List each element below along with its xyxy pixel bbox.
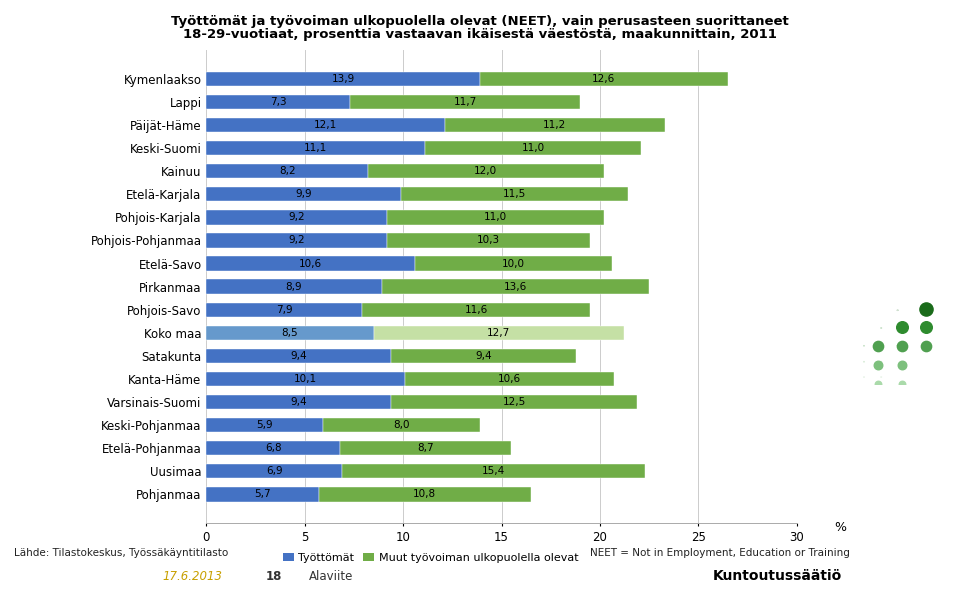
Point [871,361,886,370]
Text: 11,0: 11,0 [521,143,544,153]
Bar [323,418,480,432]
Text: NEET = Not in Employment, Education or Training: NEET = Not in Employment, Education or T… [590,548,851,558]
Bar [392,349,576,363]
Bar [206,418,323,432]
Bar [206,441,340,456]
Text: Työttömät ja työvoiman ulkopuolella olevat (NEET), vain perusasteen suorittaneet: Työttömät ja työvoiman ulkopuolella olev… [171,15,789,28]
Text: 10,6: 10,6 [498,374,521,384]
Text: Kuntoutussäätiö: Kuntoutussäätiö [713,569,842,583]
Text: 12,6: 12,6 [592,74,615,84]
Bar [206,280,381,294]
Text: %: % [834,521,846,534]
Point [871,342,886,351]
Point [919,342,934,351]
Text: 6,8: 6,8 [265,443,281,453]
Bar [392,395,637,409]
Bar [206,464,342,479]
Bar [206,256,415,271]
Point [895,361,910,370]
Text: 9,4: 9,4 [291,397,307,407]
Bar [319,487,531,502]
Text: 12,5: 12,5 [503,397,526,407]
Text: 11,2: 11,2 [543,120,566,130]
Bar [405,372,613,386]
Text: 11,7: 11,7 [453,97,477,107]
Text: 8,9: 8,9 [286,282,302,291]
Text: 12,1: 12,1 [314,120,337,130]
Bar [340,441,512,456]
Text: 8,5: 8,5 [281,328,299,338]
Text: 9,4: 9,4 [475,351,492,361]
Text: Alaviite: Alaviite [309,570,353,583]
Text: 9,2: 9,2 [289,235,305,245]
Point [895,342,910,351]
Point [919,323,934,332]
Text: 8,0: 8,0 [393,420,410,430]
Bar [206,326,373,340]
Text: 10,6: 10,6 [300,258,323,268]
Point [895,379,910,389]
Text: 11,6: 11,6 [465,305,488,315]
Bar [206,187,401,202]
Text: 9,2: 9,2 [289,212,305,222]
Bar [206,118,444,132]
Text: 12,0: 12,0 [474,166,497,176]
Legend: Työttömät, Muut työvoiman ulkopuolella olevat: Työttömät, Muut työvoiman ulkopuolella o… [278,548,583,567]
Bar [206,164,368,178]
Bar [206,303,362,317]
Bar [342,464,645,479]
Text: 7,9: 7,9 [276,305,293,315]
Bar [368,164,604,178]
Text: 10,8: 10,8 [414,489,437,499]
Bar [206,395,392,409]
Text: 10,3: 10,3 [477,235,500,245]
Bar [425,141,641,155]
Text: 15,4: 15,4 [482,466,505,476]
Text: 13,9: 13,9 [331,74,355,84]
Point [895,323,910,332]
Text: 8,2: 8,2 [278,166,296,176]
Bar [206,95,350,109]
Bar [388,233,590,248]
Text: 12,7: 12,7 [487,328,511,338]
Bar [350,95,580,109]
Text: 8,7: 8,7 [418,443,434,453]
Text: 11,1: 11,1 [304,143,327,153]
Text: 13,6: 13,6 [504,282,527,291]
Text: Lähde: Tilastokeskus, Työssäkäyntitilasto: Lähde: Tilastokeskus, Työssäkäyntitilast… [14,548,228,558]
Text: 10,0: 10,0 [502,258,525,268]
Bar [401,187,628,202]
Bar [373,326,624,340]
Bar [206,349,392,363]
Text: 9,9: 9,9 [296,189,312,199]
Text: 5,7: 5,7 [254,489,271,499]
Bar [480,72,728,86]
Bar [206,141,425,155]
Bar [206,372,405,386]
Text: 11,5: 11,5 [503,189,526,199]
Text: 7,3: 7,3 [270,97,286,107]
Point [871,379,886,389]
Text: 18: 18 [265,570,282,583]
Bar [388,210,604,225]
Text: 10,1: 10,1 [294,374,318,384]
Bar [206,210,388,225]
Bar [415,256,612,271]
Text: 6,9: 6,9 [266,466,282,476]
Bar [206,233,388,248]
Bar [381,280,649,294]
Bar [206,72,480,86]
Text: 17.6.2013: 17.6.2013 [162,570,222,583]
Text: 5,9: 5,9 [256,420,273,430]
Text: 11,0: 11,0 [484,212,507,222]
Text: 9,4: 9,4 [291,351,307,361]
Bar [362,303,590,317]
Bar [444,118,665,132]
Point [919,304,934,313]
Bar [206,487,319,502]
Text: 18-29-vuotiaat, prosenttia vastaavan ikäisestä väestöstä, maakunnittain, 2011: 18-29-vuotiaat, prosenttia vastaavan ikä… [183,28,777,41]
